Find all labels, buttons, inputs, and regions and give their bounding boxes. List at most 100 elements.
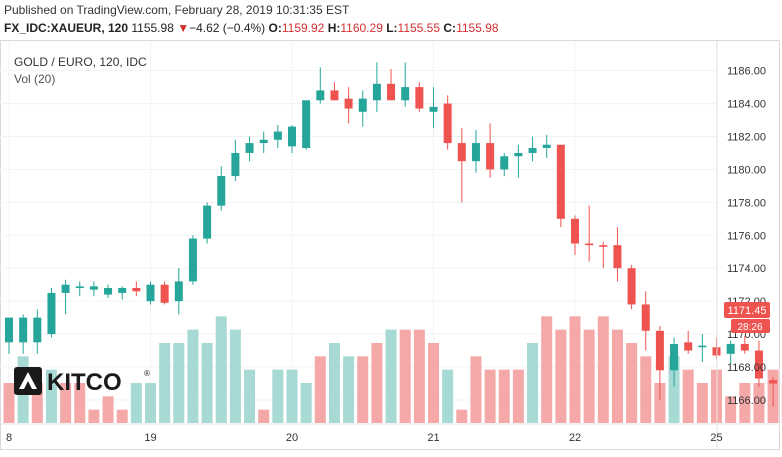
y-tick-label: 1186.00 <box>727 66 766 78</box>
candle <box>585 205 594 262</box>
candle-body <box>5 317 13 343</box>
price-badge: 1171.45 28:26 <box>724 302 770 333</box>
candle <box>259 131 268 153</box>
candle <box>174 268 183 315</box>
candle <box>19 314 28 354</box>
candle <box>740 335 749 354</box>
volume-bar <box>31 383 43 423</box>
kitco-wordmark: KITCO <box>47 369 122 396</box>
candle-body <box>19 317 28 343</box>
volume-bar <box>668 356 680 423</box>
candle-body <box>740 343 749 351</box>
volume-bar <box>187 329 199 423</box>
volume-bar <box>286 369 298 423</box>
candle-body <box>259 139 268 144</box>
candle <box>769 376 778 407</box>
volume-bar <box>541 316 553 423</box>
candle <box>330 82 339 101</box>
candle-body <box>641 304 650 331</box>
y-tick-label: 1168.00 <box>727 362 766 374</box>
volume-bar <box>583 329 595 423</box>
candle-body <box>231 152 240 177</box>
candle-body <box>627 268 636 305</box>
candle-body <box>344 98 353 109</box>
volume-bar <box>725 396 737 423</box>
volume-bar <box>640 356 652 423</box>
candle <box>75 281 84 297</box>
candle-body <box>160 284 169 303</box>
candle <box>542 134 551 158</box>
candle-body <box>429 106 438 112</box>
candle-body <box>387 83 396 101</box>
close-label: C: <box>443 21 457 35</box>
candle <box>344 87 353 124</box>
volume-bar <box>145 383 156 423</box>
candle <box>89 281 98 297</box>
candle-body <box>457 143 466 162</box>
volume-bar <box>258 409 270 423</box>
x-tick-label: 8 <box>6 432 12 444</box>
candle-body <box>684 342 693 351</box>
volume-bar <box>229 329 241 423</box>
candle <box>5 317 13 354</box>
candle <box>118 286 127 300</box>
candle <box>528 136 537 162</box>
y-tick-label: 1184.00 <box>727 99 766 111</box>
open-label: O: <box>268 21 282 35</box>
volume-bar <box>626 343 638 423</box>
candle <box>514 144 523 178</box>
volume-bar <box>201 343 213 423</box>
volume-bar <box>173 343 185 423</box>
candle <box>655 325 664 400</box>
candle-body <box>585 243 594 246</box>
volume-bar <box>45 369 57 423</box>
candle-body <box>203 205 212 239</box>
candle-body <box>571 218 579 244</box>
volume-bar <box>116 409 128 423</box>
high-label: H: <box>327 21 341 35</box>
candle <box>429 87 438 129</box>
candle <box>132 281 141 297</box>
volume-bar <box>442 369 454 423</box>
volume-bar <box>272 369 284 423</box>
candle <box>754 340 763 387</box>
volume-bar <box>88 409 100 423</box>
volume-bar <box>753 383 765 423</box>
candle-body <box>401 87 410 101</box>
candle <box>457 128 466 203</box>
candle-body <box>698 345 707 348</box>
volume-bar <box>328 343 340 423</box>
y-tick-label: 1182.00 <box>727 132 766 144</box>
candle-body <box>132 287 141 292</box>
candle-body <box>316 90 325 101</box>
y-tick-label: 1174.00 <box>727 263 766 275</box>
volume-bar <box>371 343 383 423</box>
candle <box>160 281 169 305</box>
candle <box>146 281 155 305</box>
volume-bar <box>3 383 15 423</box>
candle-body <box>217 176 226 206</box>
candle-body <box>655 330 664 371</box>
volume-bar <box>696 383 708 423</box>
price-change: −4.62 (−0.4%) <box>189 21 266 35</box>
candle <box>387 68 396 101</box>
quote-line: FX_IDC:XAUEUR, 120 1155.98 ▼−4.62 (−0.4%… <box>4 21 499 35</box>
price-badge-label: 1171.45 <box>728 305 767 317</box>
volume-bar <box>498 369 510 423</box>
volume-bar <box>60 383 72 423</box>
candle <box>245 136 254 162</box>
x-tick-label: 20 <box>286 432 298 444</box>
candle-body <box>769 380 778 384</box>
down-arrow-icon: ▼ <box>177 21 190 35</box>
volume-bar <box>512 369 524 423</box>
candle-body <box>330 90 339 101</box>
volume-bar <box>654 383 666 423</box>
y-tick-label: 1176.00 <box>727 230 766 242</box>
y-tick-label: 1180.00 <box>727 164 766 176</box>
volume-bar <box>130 383 142 423</box>
candle <box>684 330 693 354</box>
candle-body <box>118 287 127 293</box>
candle-body <box>174 281 183 302</box>
kitco-registered-mark: ® <box>144 369 150 378</box>
candle <box>599 241 608 269</box>
